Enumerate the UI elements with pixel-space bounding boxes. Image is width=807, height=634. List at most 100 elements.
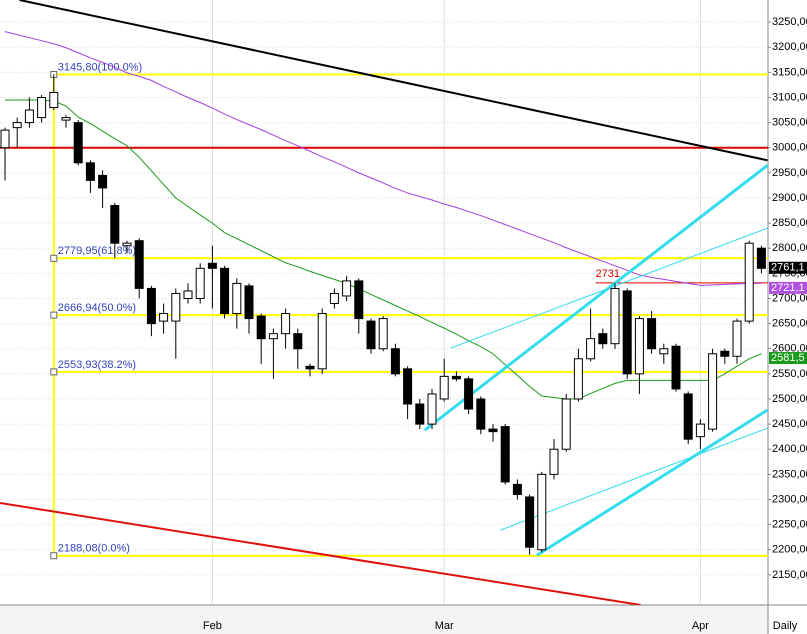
candle-body xyxy=(37,96,47,119)
candle-body xyxy=(220,267,230,315)
plot-area xyxy=(0,0,768,605)
x-tick-label: Apr xyxy=(692,620,709,632)
x-tick-label: Feb xyxy=(203,620,222,632)
candle-body xyxy=(439,375,449,400)
candle-body xyxy=(647,318,657,350)
price-label: 2581,5 xyxy=(771,352,805,364)
candle-body xyxy=(756,247,766,269)
price-label-box xyxy=(769,352,807,365)
candle-body xyxy=(732,320,742,357)
y-tick-label: 2350,00 xyxy=(772,468,807,480)
fib-anchor xyxy=(50,254,58,262)
candle-body xyxy=(207,262,217,269)
candle-body xyxy=(695,423,705,438)
fib-label: 2553,93(38.2%) xyxy=(58,359,136,371)
candle-body xyxy=(183,290,193,299)
candle-body xyxy=(354,280,364,320)
candle-body xyxy=(49,91,59,109)
candle-body xyxy=(12,122,22,129)
y-tick-label: 2500,00 xyxy=(772,393,807,405)
candle-body xyxy=(61,117,71,121)
candle-body xyxy=(329,292,339,305)
candle-body xyxy=(378,318,388,350)
price-label-box xyxy=(769,281,807,294)
fib-anchor xyxy=(50,311,58,319)
candle-body xyxy=(293,333,303,350)
fib-label: 2779,95(61.8%) xyxy=(58,245,136,257)
candle-body xyxy=(122,242,132,247)
candle-body xyxy=(549,448,559,475)
candle-body xyxy=(268,333,278,340)
y-tick-label: 2150,00 xyxy=(772,569,807,581)
y-tick-label: 2300,00 xyxy=(772,493,807,505)
candle-body xyxy=(598,333,608,345)
y-tick-label: 2700,00 xyxy=(772,292,807,304)
candle-body xyxy=(98,174,108,189)
candle-body xyxy=(24,109,34,124)
moving-average xyxy=(5,99,762,400)
fib-anchor xyxy=(50,552,58,560)
candle-body xyxy=(451,375,461,380)
trendline xyxy=(0,502,641,605)
candle-body xyxy=(512,483,522,495)
y-tick-label: 3000,00 xyxy=(772,142,807,154)
candle-body xyxy=(403,368,413,405)
y-tick-label: 2400,00 xyxy=(772,443,807,455)
y-tick-label: 2900,00 xyxy=(772,192,807,204)
candle-body xyxy=(134,240,144,289)
x-tick-label: Mar xyxy=(435,620,454,632)
candle-body xyxy=(390,348,400,375)
moving-average xyxy=(4,31,762,286)
y-axis-area xyxy=(768,0,807,634)
fib-label: 3145,80(100.0%) xyxy=(58,61,142,73)
candle-body xyxy=(464,378,474,410)
trendline xyxy=(450,227,768,349)
candle-body xyxy=(146,287,156,325)
candle-body xyxy=(671,345,681,390)
trendline xyxy=(423,164,768,432)
y-tick-label: 2850,00 xyxy=(772,217,807,229)
fib-label: 2666,94(50.0%) xyxy=(58,302,136,314)
candle-body xyxy=(415,403,425,425)
candle-body xyxy=(525,496,535,548)
period-label: Daily xyxy=(773,620,798,632)
trendline xyxy=(19,0,768,162)
candle-body xyxy=(720,350,730,357)
fib-label: 2188,08(0.0%) xyxy=(58,543,130,555)
candle-body xyxy=(500,426,510,483)
y-tick-label: 2600,00 xyxy=(772,343,807,355)
candle-body xyxy=(305,365,315,370)
y-tick-label: 3250,00 xyxy=(772,16,807,28)
candle-body xyxy=(476,398,486,430)
candle-body xyxy=(634,318,644,375)
y-tick-label: 3150,00 xyxy=(772,66,807,78)
candle-body xyxy=(622,290,632,375)
candle-body xyxy=(573,358,583,400)
y-tick-label: 2450,00 xyxy=(772,418,807,430)
fib-anchor xyxy=(50,368,58,376)
candle-body xyxy=(488,428,498,433)
candle-body xyxy=(256,315,266,340)
candle-body xyxy=(708,353,718,430)
candle-body xyxy=(744,242,754,322)
candle-body xyxy=(537,473,547,551)
candle-body xyxy=(110,205,120,244)
y-tick-label: 3050,00 xyxy=(772,117,807,129)
candle-body xyxy=(244,285,254,320)
trendline xyxy=(536,408,768,557)
candle-body xyxy=(427,393,437,425)
candle-body xyxy=(195,267,205,299)
y-tick-label: 2200,00 xyxy=(772,544,807,556)
candle-body xyxy=(586,338,596,360)
y-tick-label: 2800,00 xyxy=(772,242,807,254)
x-axis-area xyxy=(0,605,768,634)
y-tick-label: 2650,00 xyxy=(772,318,807,330)
candle-body xyxy=(561,398,571,450)
candle-body xyxy=(232,282,242,315)
candle-body xyxy=(366,320,376,350)
y-tick-label: 2550,00 xyxy=(772,368,807,380)
price-label: 2721,1 xyxy=(771,282,805,294)
candle-body xyxy=(683,393,693,440)
candle-body xyxy=(281,313,291,335)
candle-body xyxy=(73,122,83,164)
